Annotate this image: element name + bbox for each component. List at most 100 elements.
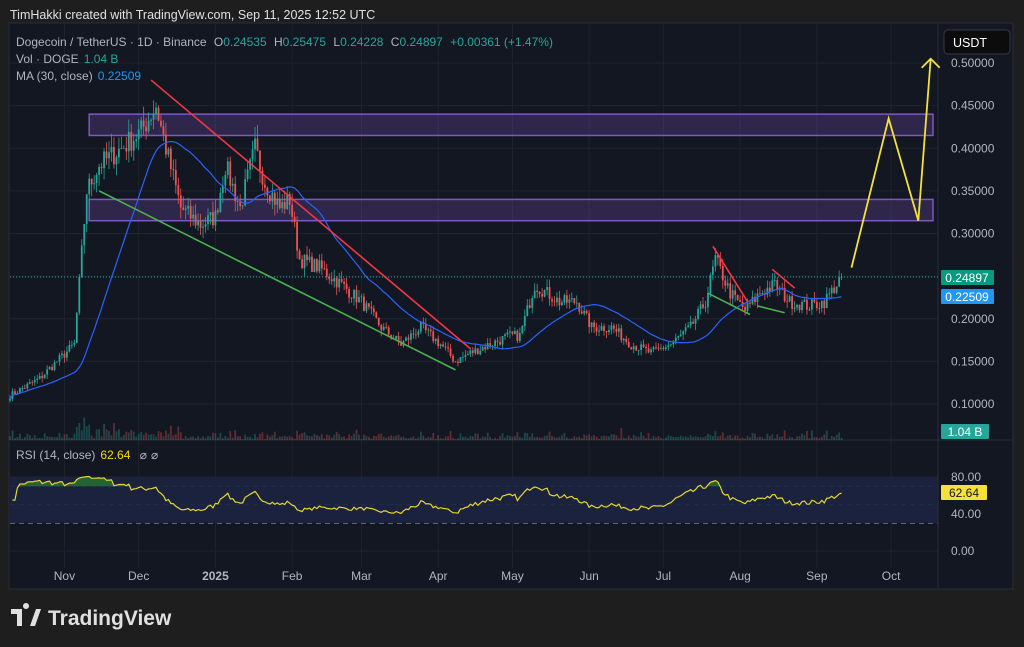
volume-bar [548, 431, 551, 440]
volume-bar [348, 434, 350, 440]
candle [377, 317, 380, 326]
volume-bar [486, 432, 489, 440]
candle [66, 351, 68, 358]
currency-button[interactable]: USDT [943, 29, 1011, 55]
volume-bar [417, 437, 420, 440]
candle [751, 296, 754, 304]
trendline-resistance[interactable] [150, 79, 471, 350]
projection-path[interactable] [850, 57, 941, 268]
trendlines[interactable] [98, 79, 796, 371]
volume-bar [605, 435, 608, 440]
volume-bar [694, 436, 697, 440]
volume-bar [189, 436, 192, 440]
volume-bar [382, 436, 385, 440]
volume-bar [249, 436, 251, 440]
candle [647, 348, 650, 353]
candle [387, 327, 390, 335]
volume-bar [744, 438, 746, 440]
candle [523, 316, 526, 327]
svg-text:USDT: USDT [953, 36, 987, 50]
candle [462, 356, 464, 358]
candle [454, 361, 457, 363]
candle [207, 215, 209, 225]
trendline-flag-res-2[interactable] [771, 268, 796, 289]
candle [88, 178, 91, 195]
candle [224, 174, 227, 186]
volume-bar [239, 436, 242, 440]
volume-bar [674, 436, 677, 440]
volume-bar [165, 430, 167, 440]
candle [793, 307, 796, 309]
candle [311, 256, 313, 272]
volume-bar [739, 438, 742, 440]
candle [417, 331, 420, 335]
candle [744, 306, 746, 311]
volume-bar [551, 435, 553, 440]
trendline-support[interactable] [98, 190, 456, 371]
volume-bar [558, 436, 561, 440]
price-axis[interactable]: 0.50000 0.45000 0.40000 0.35000 0.30000 0.200… [951, 56, 995, 558]
volume-bar [573, 436, 576, 440]
volume-bar [509, 436, 511, 440]
candle [437, 338, 440, 346]
volume-bar [437, 435, 440, 440]
candle [303, 254, 306, 269]
candle [21, 388, 24, 389]
candle [395, 336, 397, 339]
volume-bar [95, 429, 98, 440]
volume-bar [108, 430, 110, 440]
price-zone[interactable] [88, 113, 934, 137]
time-axis[interactable]: Nov Dec 2025 Feb Mar Apr May Jun Jul Aug Sep Oct [54, 569, 901, 583]
volume-bar [716, 436, 719, 440]
volume-bar [825, 430, 828, 440]
volume-bar [402, 436, 405, 440]
volume-bar [261, 432, 264, 440]
volume-bar [491, 438, 494, 440]
candle [26, 383, 29, 389]
volume-bar [19, 433, 21, 440]
volume-bar [365, 435, 368, 440]
candle [716, 255, 719, 258]
volume-bar [266, 434, 269, 440]
candle [122, 148, 125, 149]
tradingview-logo[interactable]: TradingView [11, 603, 172, 630]
candle [291, 204, 294, 217]
trendline-flag-res-1[interactable] [712, 245, 749, 303]
volume-bar [28, 435, 31, 440]
volume-bar [26, 433, 29, 440]
candle [172, 169, 175, 171]
volume-bar [152, 434, 155, 440]
candle [179, 195, 182, 208]
volume-bar [78, 423, 81, 440]
volume-bar [811, 430, 813, 440]
volume-bar [380, 433, 383, 440]
volume-bar [736, 435, 739, 440]
volume-bar [283, 435, 286, 440]
volume-bar [142, 434, 145, 440]
candle [301, 259, 303, 269]
candle [538, 291, 541, 294]
volume-bar [447, 436, 449, 440]
volume-bar [410, 437, 412, 440]
candle [78, 276, 81, 313]
time-tick: Aug [729, 569, 750, 583]
candle [773, 280, 776, 281]
candle [419, 321, 422, 332]
volume-bar [43, 433, 46, 440]
volume-bar [489, 436, 492, 440]
volume-bar [41, 438, 44, 440]
candle [833, 287, 836, 293]
trendline-flag-sup-2[interactable] [757, 305, 785, 314]
volume-bar [221, 438, 224, 440]
volume-bar [350, 436, 353, 440]
volume-bar [709, 434, 712, 440]
volume-bar [640, 432, 643, 440]
candle [615, 328, 618, 332]
rsi-line [12, 475, 842, 515]
volume-bar [197, 436, 199, 440]
trendline-flag-sup-1[interactable] [707, 292, 751, 316]
volume-bar [147, 434, 150, 440]
candle [761, 293, 764, 295]
candle [702, 304, 704, 308]
